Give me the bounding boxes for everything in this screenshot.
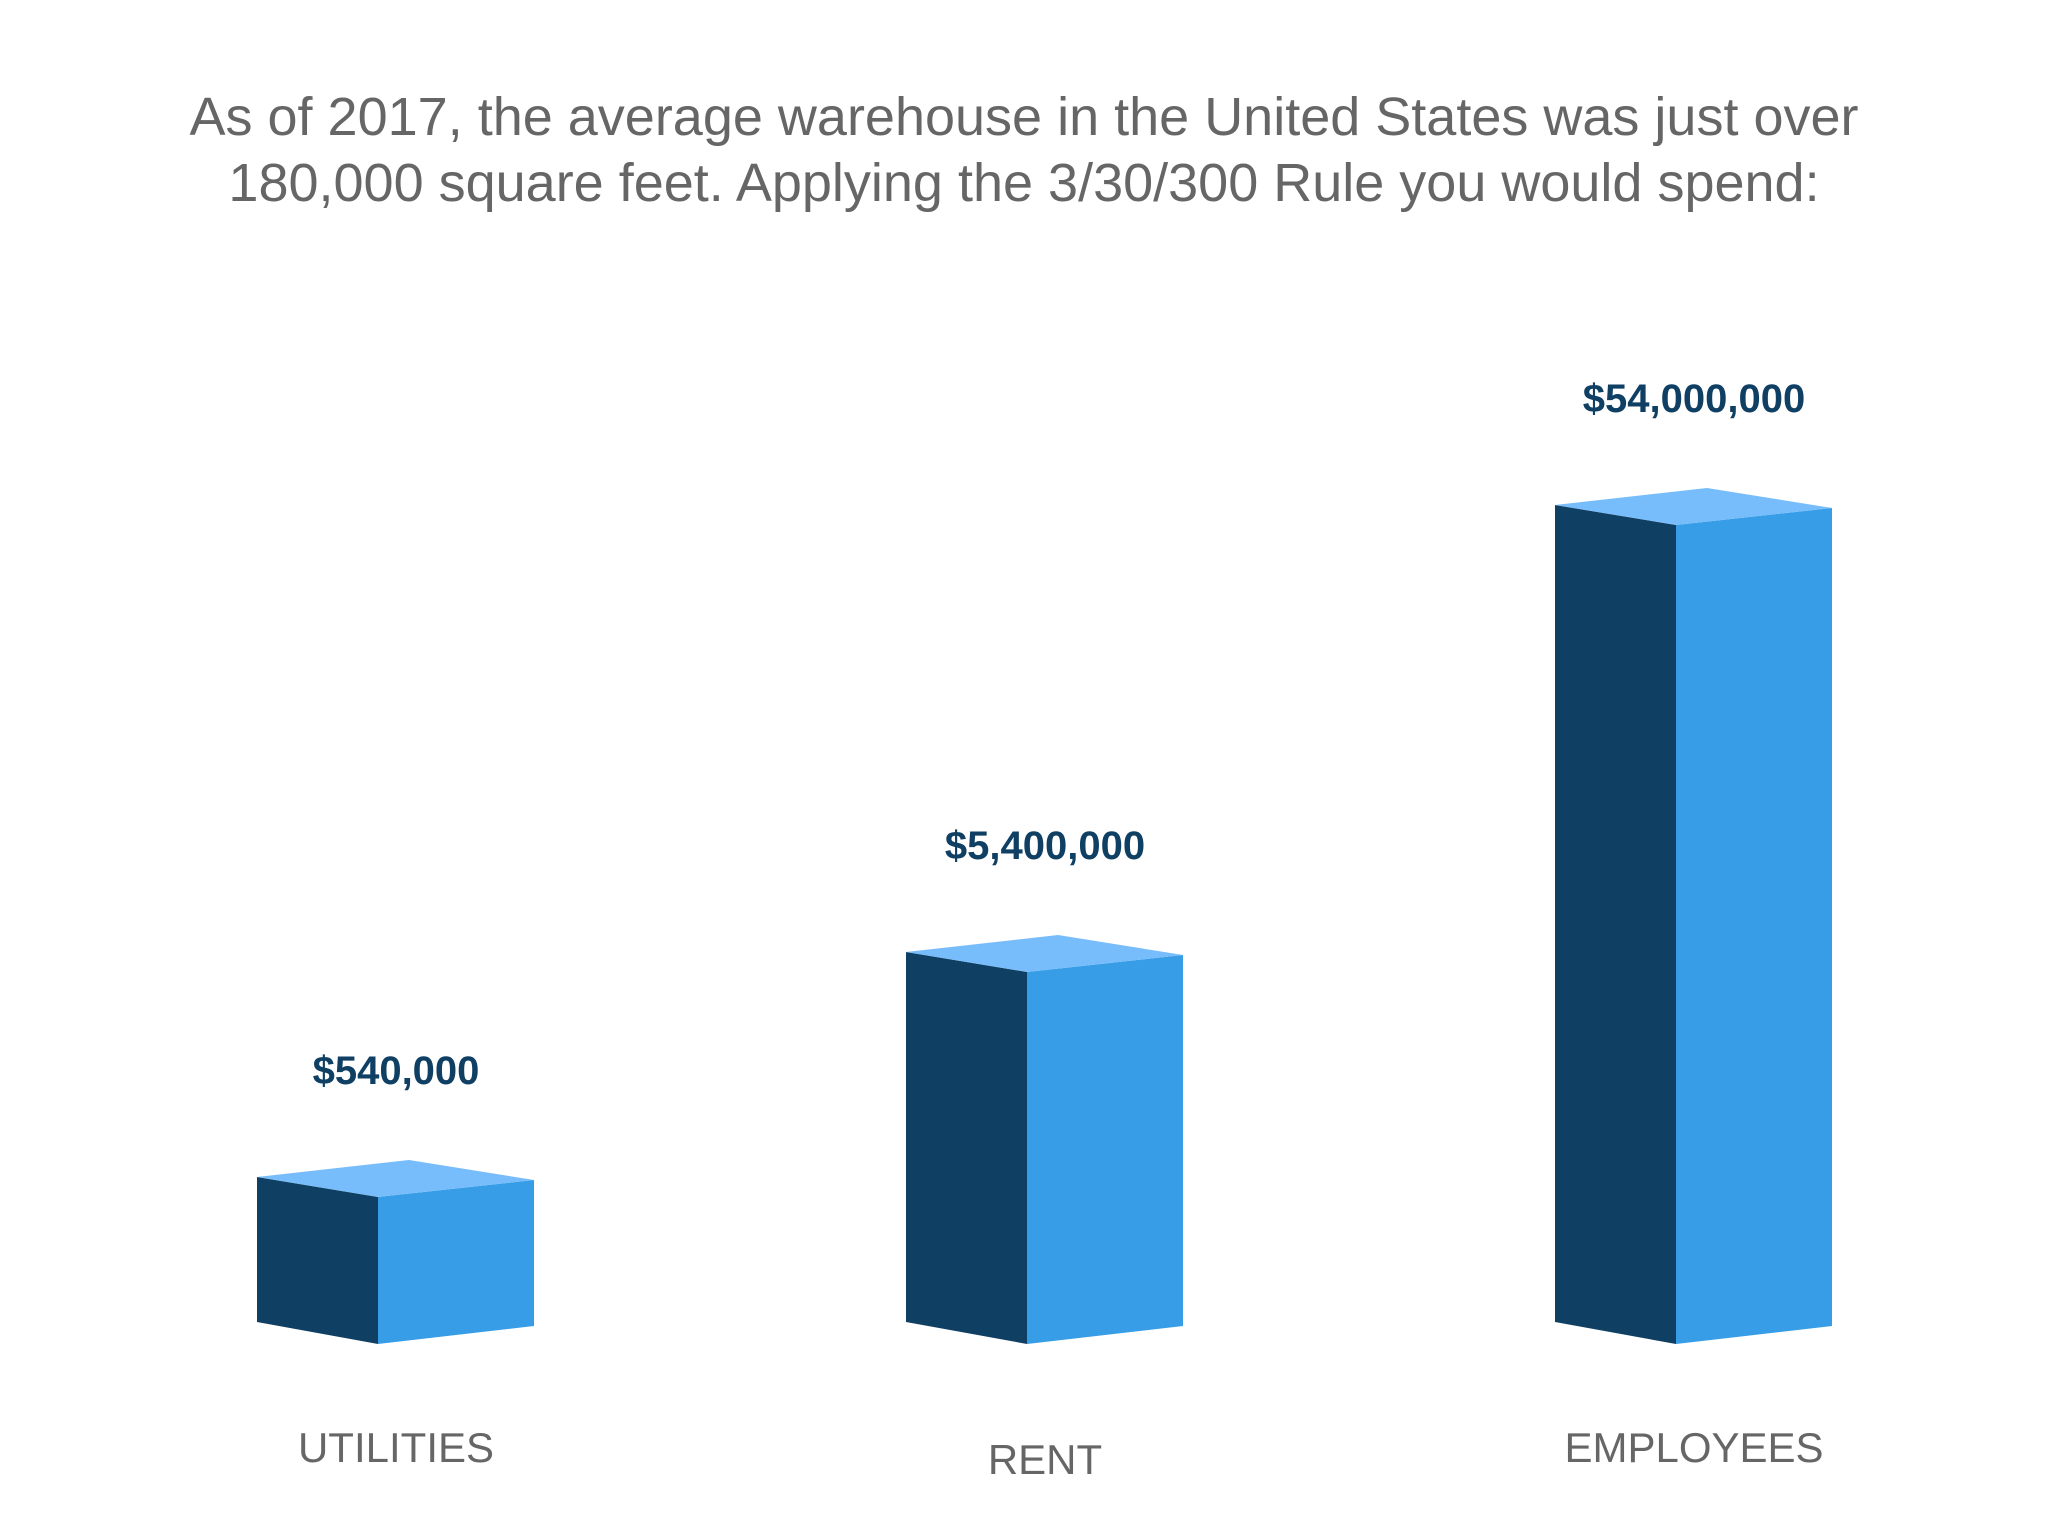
bar-left-face <box>906 952 1027 1344</box>
category-label-rent: RENT <box>987 1436 1103 1483</box>
data-label-rent: $5,400,000 <box>944 824 1146 868</box>
bar-utilities <box>257 1160 534 1344</box>
bar-left-face <box>1555 505 1676 1344</box>
bar-top-face <box>257 1160 534 1197</box>
category-label-employees: EMPLOYEES <box>1564 1424 1824 1471</box>
data-label-utilities: $540,000 <box>312 1049 480 1093</box>
bar-rent <box>906 935 1183 1344</box>
bar-left-face <box>257 1177 378 1344</box>
bar-top-face <box>906 935 1183 972</box>
bar-right-face <box>378 1180 534 1344</box>
category-label-utilities: UTILITIES <box>297 1424 495 1471</box>
title-line-1: As of 2017, the average warehouse in the… <box>189 87 1859 147</box>
chart-title: As of 2017, the average warehouse in the… <box>0 84 2048 216</box>
bar-right-face <box>1676 508 1832 1344</box>
bar-employees <box>1555 488 1832 1344</box>
bar-top-face <box>1555 488 1832 525</box>
data-label-employees: $54,000,000 <box>1582 377 1806 421</box>
title-line-2: 180,000 square feet. Applying the 3/30/3… <box>228 153 1820 213</box>
bar-right-face <box>1027 955 1183 1344</box>
